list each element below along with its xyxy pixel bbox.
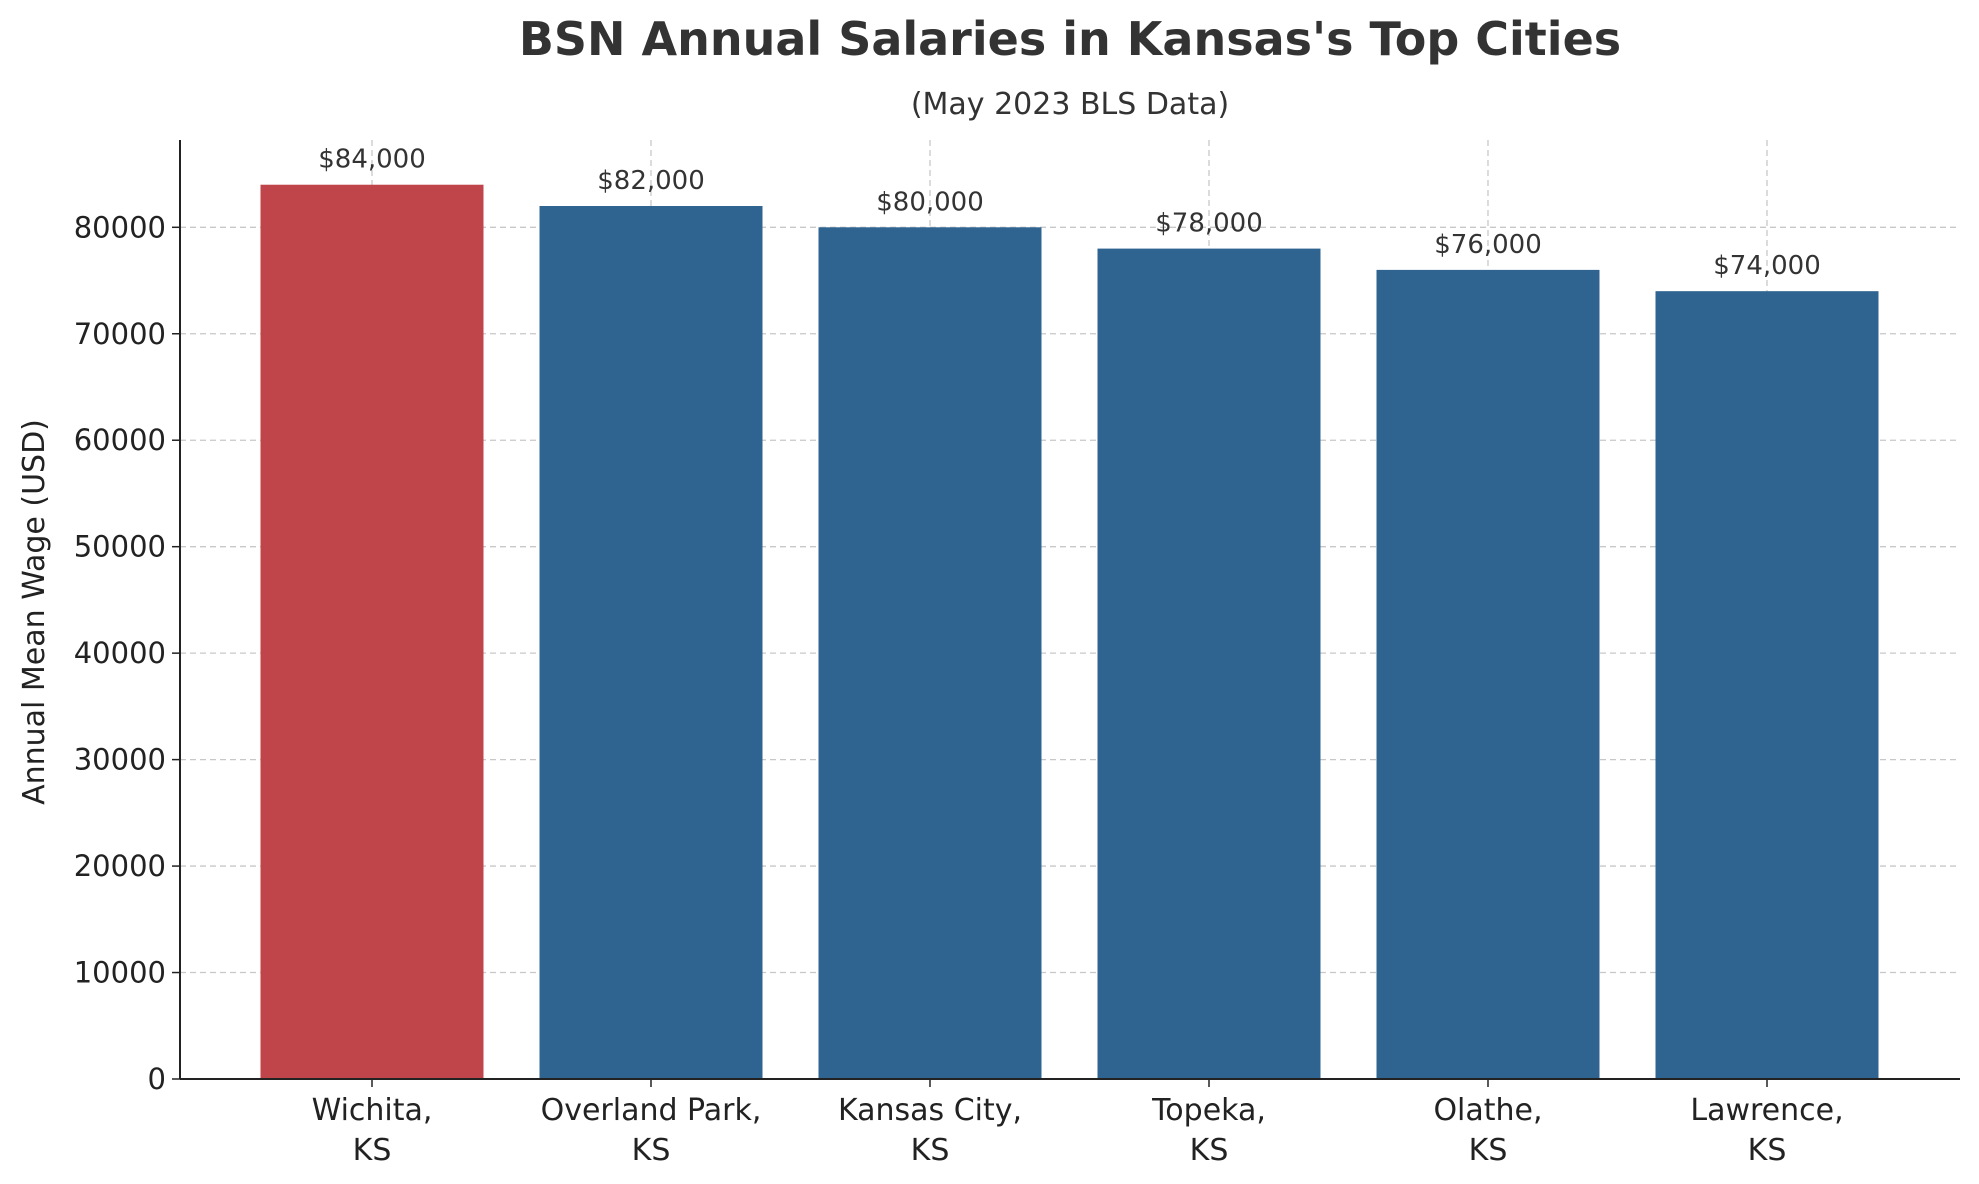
y-tick-label: 20000 (74, 849, 166, 883)
x-tick-label: Overland Park, (541, 1093, 762, 1128)
chart-subtitle: (May 2023 BLS Data) (911, 87, 1229, 122)
y-tick-label: 30000 (74, 743, 166, 777)
bar (260, 184, 484, 1079)
x-tick-label: Kansas City, (838, 1093, 1022, 1128)
bars (260, 184, 1879, 1079)
x-tick-label: KS (632, 1133, 671, 1168)
value-labels: $84,000 $82,000 $80,000 $78,000 $76,000 $74,0… (318, 145, 1821, 281)
y-tick-label: 50000 (74, 530, 166, 564)
bar-value-label: $78,000 (1155, 209, 1263, 239)
y-tick-label: 10000 (74, 956, 166, 990)
bar (1097, 248, 1321, 1079)
bar (818, 227, 1042, 1079)
x-tick-label: KS (911, 1133, 950, 1168)
x-tick-label: KS (353, 1133, 392, 1168)
y-tick-label: 0 (148, 1062, 166, 1096)
bar-value-label: $84,000 (318, 145, 426, 175)
x-tick-labels: Wichita, KS Overland Park, KS Kansas City, KS… (312, 1093, 1844, 1168)
y-tick-label: 80000 (74, 210, 166, 244)
axes (172, 140, 1960, 1087)
y-axis-label: Annual Mean Wage (USD) (17, 419, 52, 805)
x-tick-label: KS (1190, 1133, 1229, 1168)
y-tick-label: 40000 (74, 636, 166, 670)
y-tick-label: 70000 (74, 317, 166, 351)
bar-value-label: $80,000 (876, 187, 984, 217)
bar-value-label: $74,000 (1713, 251, 1821, 281)
bar (1655, 291, 1879, 1079)
bar (1376, 269, 1600, 1079)
y-tick-label: 60000 (74, 423, 166, 457)
y-tick-labels: 0 10000 20000 30000 40000 50000 60000 70000 8000… (74, 210, 166, 1096)
x-tick-label: KS (1469, 1133, 1508, 1168)
bar (539, 206, 763, 1079)
bar-value-label: $82,000 (597, 166, 705, 196)
x-tick-label: Wichita, (312, 1093, 433, 1128)
bar-value-label: $76,000 (1434, 230, 1542, 260)
x-tick-label: KS (1748, 1133, 1787, 1168)
x-tick-label: Olathe, (1433, 1093, 1542, 1128)
x-tick-label: Lawrence, (1690, 1093, 1843, 1128)
chart-title: BSN Annual Salaries in Kansas's Top Citi… (519, 12, 1621, 66)
x-tick-label: Topeka, (1151, 1093, 1266, 1128)
